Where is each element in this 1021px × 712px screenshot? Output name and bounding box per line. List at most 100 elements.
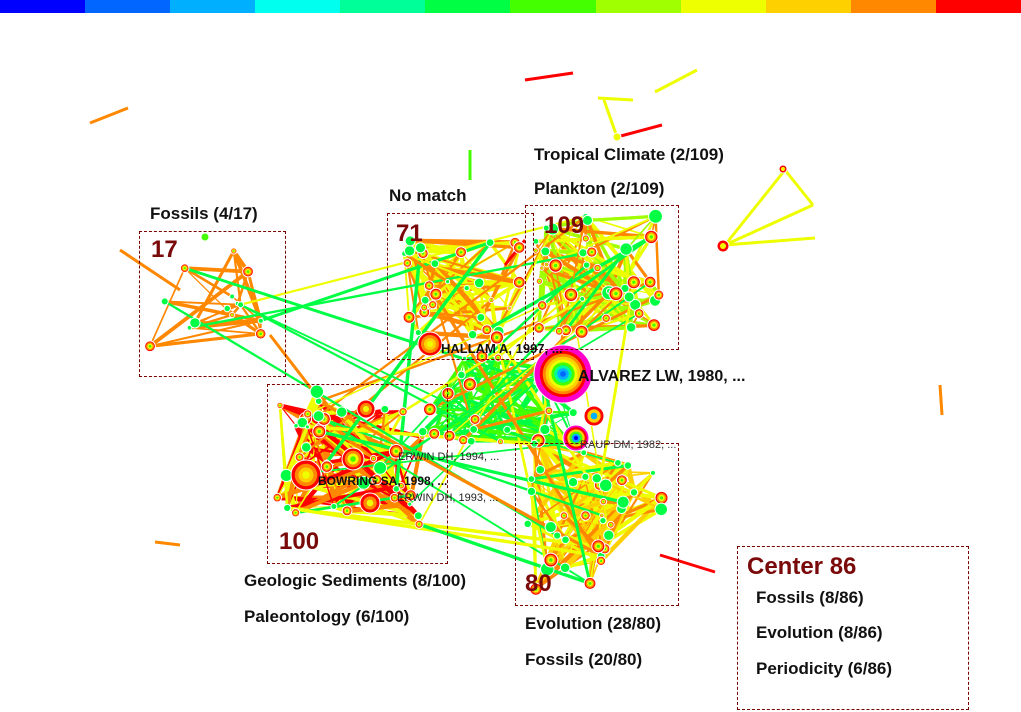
cluster-109-box xyxy=(525,205,679,350)
edge xyxy=(616,123,663,139)
color-scale-segment xyxy=(170,0,256,13)
edge xyxy=(149,332,261,348)
cluster-100-label-2: Paleontology (6/100) xyxy=(244,607,410,626)
node xyxy=(534,587,538,591)
node xyxy=(459,250,463,254)
node xyxy=(517,246,521,249)
node xyxy=(560,371,566,377)
node xyxy=(648,280,652,284)
edge xyxy=(325,241,492,464)
edge xyxy=(563,506,624,570)
node xyxy=(590,412,598,420)
node xyxy=(296,416,309,429)
edge xyxy=(659,553,716,574)
node xyxy=(598,478,613,493)
node xyxy=(545,263,548,266)
node xyxy=(637,312,641,315)
node xyxy=(431,303,434,306)
color-scale-segment xyxy=(935,0,1021,13)
color-scale-segment xyxy=(680,0,766,13)
edge xyxy=(724,203,814,247)
node xyxy=(659,496,664,500)
color-scale-segment xyxy=(595,0,681,13)
node xyxy=(466,436,476,446)
node xyxy=(625,322,637,333)
node-label-raup: RAUP DM, 1982, ... xyxy=(580,439,677,451)
node xyxy=(276,496,279,499)
cluster-80-box xyxy=(515,443,679,606)
node xyxy=(497,356,500,359)
edge xyxy=(410,239,520,250)
edge xyxy=(184,266,249,274)
edge xyxy=(531,478,610,536)
edge xyxy=(938,384,944,416)
center-label-2: Evolution (8/86) xyxy=(756,623,883,642)
edge xyxy=(564,248,628,332)
cluster-17-box xyxy=(139,231,286,377)
cluster-100-label-1: Geologic Sediments (8/100) xyxy=(244,571,467,590)
node xyxy=(632,280,636,284)
node xyxy=(259,332,262,336)
node xyxy=(300,442,312,453)
node xyxy=(330,502,338,510)
node xyxy=(298,456,301,459)
edge xyxy=(723,169,787,246)
node xyxy=(223,304,231,313)
node xyxy=(614,459,622,467)
edge xyxy=(524,71,574,82)
node xyxy=(579,296,586,302)
node xyxy=(616,495,630,509)
cluster-17-id: 17 xyxy=(151,236,178,263)
node xyxy=(553,531,562,540)
edge xyxy=(488,241,521,284)
node xyxy=(623,291,635,303)
edge xyxy=(625,464,637,493)
node xyxy=(536,438,541,443)
node xyxy=(304,424,310,430)
edge xyxy=(294,480,365,515)
node xyxy=(503,425,512,434)
node xyxy=(612,132,622,142)
node xyxy=(400,484,402,487)
edge xyxy=(233,250,262,322)
edge xyxy=(149,319,262,348)
edge xyxy=(554,265,567,331)
node xyxy=(407,315,411,319)
cluster-17-label: Fossils (4/17) xyxy=(150,204,258,223)
node xyxy=(499,440,502,443)
edge xyxy=(473,409,550,431)
color-scale-segment xyxy=(85,0,171,13)
node xyxy=(200,232,210,242)
node xyxy=(229,293,236,300)
edge xyxy=(403,252,449,283)
node xyxy=(279,404,281,407)
cluster-109-label-2: Plankton (2/109) xyxy=(534,179,665,198)
node xyxy=(428,407,432,411)
node xyxy=(629,488,639,497)
node xyxy=(345,509,349,513)
edge xyxy=(599,496,664,563)
node xyxy=(580,449,588,457)
edge xyxy=(154,540,181,547)
edge xyxy=(286,483,402,510)
node xyxy=(423,306,426,309)
node xyxy=(588,581,592,585)
node xyxy=(363,406,369,412)
node-label-bowring: BOWRING SA, 1998, ... xyxy=(318,474,448,488)
edge xyxy=(278,405,289,509)
node xyxy=(148,344,152,348)
node xyxy=(480,354,484,358)
node xyxy=(366,499,374,507)
color-scale-segment xyxy=(850,0,936,13)
node xyxy=(350,456,356,462)
node-label-alvarez: ALVAREZ LW, 1980, ... xyxy=(578,368,746,385)
node xyxy=(547,409,550,412)
edge xyxy=(419,247,475,430)
cluster-80-label-2: Fossils (20/80) xyxy=(525,650,643,669)
node xyxy=(420,295,430,305)
node xyxy=(404,235,416,247)
node xyxy=(561,535,570,545)
node xyxy=(473,277,485,289)
color-scale-segment xyxy=(0,0,86,13)
